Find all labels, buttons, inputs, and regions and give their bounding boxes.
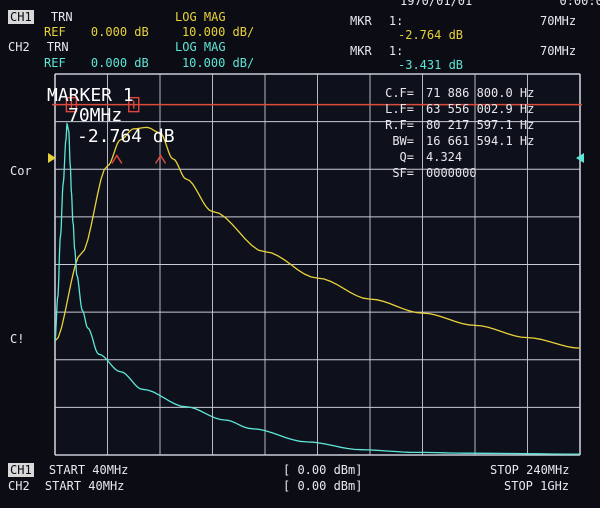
footer-ch2-start: START 40MHz bbox=[44, 479, 125, 493]
marker-stat-value: 4.324 bbox=[426, 150, 463, 164]
ch2-format: TRN bbox=[46, 40, 69, 54]
ch1-format: TRN bbox=[50, 10, 73, 24]
ch1-marker-value: -2.764 dB bbox=[398, 28, 464, 42]
marker-stat-label: R.F= bbox=[385, 118, 414, 132]
upper-bw-marker bbox=[154, 154, 167, 164]
marker-stat-row: C.F= 71 886 800.0 Hz bbox=[370, 86, 534, 100]
graticule bbox=[54, 73, 581, 456]
footer-ch1: CH1 START 40MHz bbox=[8, 463, 128, 477]
marker-stat-label: BW= bbox=[392, 134, 414, 148]
footer-ch2-power: [ 0.00 dBm] bbox=[283, 479, 363, 493]
marker-stat-value: 63 556 002.9 Hz bbox=[426, 102, 535, 116]
cal-label: C! bbox=[10, 332, 25, 346]
ch2-ref-value: 0.000 dB bbox=[90, 56, 149, 70]
footer-ch2-badge[interactable]: CH2 bbox=[8, 479, 30, 493]
ch2-marker-freq: 70MHz bbox=[540, 44, 577, 58]
correction-label: Cor bbox=[10, 164, 32, 178]
ch1-marker-flag bbox=[128, 96, 140, 113]
lower-bw-marker bbox=[111, 154, 123, 164]
marker-stat-row: SF= 0000000 bbox=[370, 166, 477, 180]
footer-ch1-stop: STOP 240MHz bbox=[490, 463, 570, 477]
marker-stat-label: SF= bbox=[392, 166, 414, 180]
ch2-ref: REF 0.000 dB 10.000 dB/ bbox=[44, 56, 255, 70]
ch2-scale-mode: LOG MAG bbox=[175, 40, 226, 54]
ch1-scale-value: 10.000 dB/ bbox=[181, 25, 255, 39]
footer-ch1-start: START 40MHz bbox=[48, 463, 129, 477]
ch1-scale-mode: LOG MAG bbox=[175, 10, 226, 24]
ch2-header: CH2 TRN bbox=[8, 40, 69, 54]
ch2-scale-value: 10.000 dB/ bbox=[181, 56, 255, 70]
ch1-marker-label: MKR 1: bbox=[350, 14, 404, 28]
ref-arrow-left bbox=[48, 153, 56, 163]
footer-ch1-badge[interactable]: CH1 bbox=[8, 463, 34, 477]
marker-stat-value: 16 661 594.1 Hz bbox=[426, 134, 535, 148]
marker-stat-label: L.F= bbox=[385, 102, 414, 116]
marker-stat-row: L.F= 63 556 002.9 Hz bbox=[370, 102, 534, 116]
ch1-header: CH1 TRN bbox=[8, 10, 73, 24]
marker-stat-label: C.F= bbox=[385, 86, 414, 100]
marker-title: MARKER 1 bbox=[47, 85, 134, 106]
marker-stat-value: 71 886 800.0 Hz bbox=[426, 86, 535, 100]
footer-ch2: CH2 START 40MHz bbox=[8, 479, 124, 493]
ch1-marker-freq: 70MHz bbox=[540, 14, 577, 28]
ch2-marker-flag bbox=[65, 96, 78, 113]
marker-freq: 70MHz bbox=[68, 105, 123, 126]
ch2-marker-label: MKR 1: bbox=[350, 44, 404, 58]
ch2-badge[interactable]: CH2 bbox=[8, 40, 30, 54]
ch1-ref-value: 0.000 dB bbox=[90, 25, 149, 39]
ch2-trace bbox=[54, 122, 580, 455]
ch1-trace bbox=[54, 126, 581, 349]
date-time-readout: 1970/01/01 0:00:00 bbox=[400, 0, 600, 8]
ch2-marker-value: -3.431 dB bbox=[398, 58, 464, 72]
marker-stat-row: Q= 4.324 bbox=[370, 150, 463, 164]
marker-stat-value: 80 217 597.1 Hz bbox=[426, 118, 535, 132]
ch1-badge[interactable]: CH1 bbox=[8, 10, 34, 24]
ch1-ref: REF 0.000 dB 10.000 dB/ bbox=[44, 25, 255, 39]
footer-ch1-power: [ 0.00 dBm] bbox=[283, 463, 363, 477]
marker-stat-row: BW= 16 661 594.1 Hz bbox=[370, 134, 534, 148]
marker-flags bbox=[65, 96, 167, 164]
marker-stat-value: 0000000 bbox=[426, 166, 477, 180]
ref-arrow-right bbox=[576, 153, 584, 163]
marker-stat-row: R.F= 80 217 597.1 Hz bbox=[370, 118, 534, 132]
footer-ch2-stop: STOP 1GHz bbox=[504, 479, 570, 493]
marker-value: -2.764 dB bbox=[77, 126, 175, 147]
marker-stat-label: Q= bbox=[399, 150, 414, 164]
